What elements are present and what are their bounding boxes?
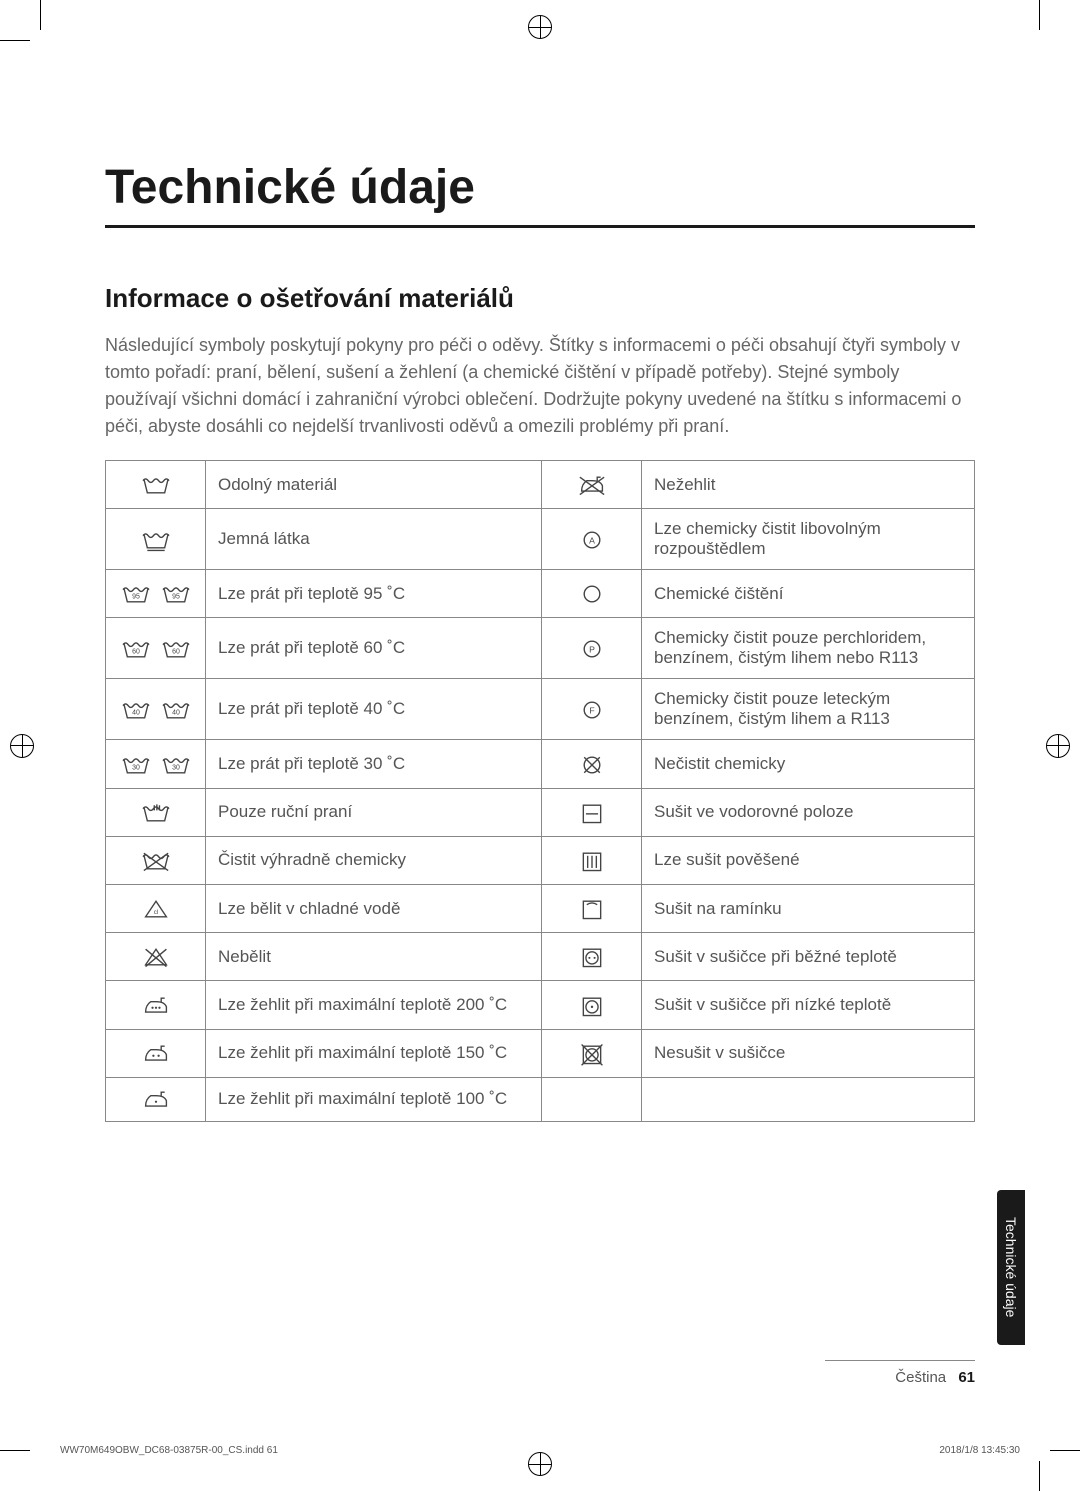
care-description: Lze chemicky čistit libovolným rozpouště… <box>642 509 975 570</box>
care-description: Lze sušit pověšené <box>642 836 975 884</box>
table-row: Lze žehlit při maximální teplotě 150 ˚C N… <box>106 1029 975 1077</box>
care-description: Nebělit <box>206 933 542 981</box>
care-description: Nežehlit <box>642 461 975 509</box>
page-footer: Čeština 61 <box>825 1360 975 1386</box>
bleach-cross-icon <box>106 933 206 981</box>
svg-text:60: 60 <box>172 648 180 655</box>
circle-icon <box>542 570 642 618</box>
care-description: Chemické čištění <box>642 570 975 618</box>
care-description: Lze bělit v chladné vodě <box>206 884 542 932</box>
section-tab: Technické údaje <box>997 1190 1025 1345</box>
care-description: Sušit na ramínku <box>642 884 975 932</box>
table-row: 60 60 Lze prát při teplotě 60 ˚C P Chemicky … <box>106 618 975 679</box>
table-row: 95 95 Lze prát při teplotě 95 ˚C Chemické č… <box>106 570 975 618</box>
intro-paragraph: Následující symboly poskytují pokyny pro… <box>105 332 975 440</box>
svg-text:A: A <box>589 535 595 545</box>
page-content: Technické údaje Informace o ošetřování m… <box>105 160 975 1122</box>
table-row: cl Lze bělit v chladné vodě Sušit na ramín… <box>106 884 975 932</box>
wash-95-icon: 95 95 <box>106 570 206 618</box>
dry-hang-icon <box>542 836 642 884</box>
table-row: 40 40 Lze prát při teplotě 40 ˚C F Chemicky … <box>106 679 975 740</box>
table-row: 30 30 Lze prát při teplotě 30 ˚C Nečistit c… <box>106 740 975 788</box>
care-description: Sušit v sušičce při běžné teplotě <box>642 933 975 981</box>
registration-mark-icon <box>528 15 552 39</box>
care-description: Jemná látka <box>206 509 542 570</box>
wash-cross-icon <box>106 836 206 884</box>
care-description: Lze žehlit při maximální teplotě 150 ˚C <box>206 1029 542 1077</box>
care-description: Nečistit chemicky <box>642 740 975 788</box>
wash-basin-icon <box>106 461 206 509</box>
crop-mark <box>1050 1450 1080 1451</box>
svg-text:P: P <box>589 644 595 654</box>
footer-page-number: 61 <box>958 1369 975 1386</box>
table-row: Odolný materiál Nežehlit <box>106 461 975 509</box>
tumble-low-icon <box>542 981 642 1029</box>
hand-wash-icon <box>106 788 206 836</box>
wash-30-icon: 30 30 <box>106 740 206 788</box>
dry-hanger-icon <box>542 884 642 932</box>
registration-mark-icon <box>10 734 34 758</box>
bleach-cl-icon: cl <box>106 884 206 932</box>
print-metadata: WW70M649OBW_DC68-03875R-00_CS.indd 61 20… <box>60 1445 1020 1456</box>
care-description: Lze žehlit při maximální teplotě 200 ˚C <box>206 981 542 1029</box>
care-description: Chemicky čistit pouze perchloridem, benz… <box>642 618 975 679</box>
empty-icon <box>542 1077 642 1121</box>
svg-text:60: 60 <box>132 648 140 655</box>
crop-mark <box>0 1450 30 1451</box>
section-title: Informace o ošetřování materiálů <box>105 283 975 314</box>
table-row: Čistit výhradně chemicky Lze sušit pověše… <box>106 836 975 884</box>
print-timestamp: 2018/1/8 13:45:30 <box>939 1445 1020 1456</box>
svg-text:40: 40 <box>172 709 180 716</box>
iron-1dot-icon <box>106 1077 206 1121</box>
iron-cross-icon <box>542 461 642 509</box>
table-row: Lze žehlit při maximální teplotě 100 ˚C <box>106 1077 975 1121</box>
care-description: Čistit výhradně chemicky <box>206 836 542 884</box>
svg-text:40: 40 <box>132 709 140 716</box>
svg-text:30: 30 <box>132 764 140 771</box>
table-row: Nebělit Sušit v sušičce při běžné teplotě <box>106 933 975 981</box>
care-description: Odolný materiál <box>206 461 542 509</box>
care-description: Lze prát při teplotě 95 ˚C <box>206 570 542 618</box>
tumble-normal-icon <box>542 933 642 981</box>
table-row: Pouze ruční praní Sušit ve vodorovné polo… <box>106 788 975 836</box>
svg-text:30: 30 <box>172 764 180 771</box>
care-description: Lze prát při teplotě 60 ˚C <box>206 618 542 679</box>
registration-mark-icon <box>1046 734 1070 758</box>
crop-mark <box>1039 0 1040 30</box>
svg-text:F: F <box>589 705 594 715</box>
wash-40-icon: 40 40 <box>106 679 206 740</box>
wash-basin-underline-icon <box>106 509 206 570</box>
iron-3dot-icon <box>106 981 206 1029</box>
tumble-cross-icon <box>542 1029 642 1077</box>
circle-a-icon: A <box>542 509 642 570</box>
print-filename: WW70M649OBW_DC68-03875R-00_CS.indd 61 <box>60 1445 278 1456</box>
care-description: Sušit v sušičce při nízké teplotě <box>642 981 975 1029</box>
table-row: Lze žehlit při maximální teplotě 200 ˚C S… <box>106 981 975 1029</box>
circle-p-icon: P <box>542 618 642 679</box>
care-description: Nesušit v sušičce <box>642 1029 975 1077</box>
circle-f-icon: F <box>542 679 642 740</box>
table-row: Jemná látka A Lze chemicky čistit libovoln… <box>106 509 975 570</box>
care-description: Lze prát při teplotě 30 ˚C <box>206 740 542 788</box>
circle-cross-icon <box>542 740 642 788</box>
dry-flat-icon <box>542 788 642 836</box>
care-symbols-table: Odolný materiál Nežehlit Jemná látka A Lze c… <box>105 460 975 1122</box>
svg-text:cl: cl <box>153 910 157 916</box>
svg-text:95: 95 <box>172 594 180 601</box>
crop-mark <box>0 40 30 41</box>
care-description <box>642 1077 975 1121</box>
crop-mark <box>1039 1461 1040 1491</box>
svg-text:95: 95 <box>132 594 140 601</box>
page-title: Technické údaje <box>105 160 975 228</box>
iron-2dot-icon <box>106 1029 206 1077</box>
care-description: Lze prát při teplotě 40 ˚C <box>206 679 542 740</box>
footer-language: Čeština <box>895 1369 946 1386</box>
crop-mark <box>40 0 41 30</box>
care-description: Lze žehlit při maximální teplotě 100 ˚C <box>206 1077 542 1121</box>
care-description: Sušit ve vodorovné poloze <box>642 788 975 836</box>
care-description: Pouze ruční praní <box>206 788 542 836</box>
wash-60-icon: 60 60 <box>106 618 206 679</box>
care-description: Chemicky čistit pouze leteckým benzínem,… <box>642 679 975 740</box>
